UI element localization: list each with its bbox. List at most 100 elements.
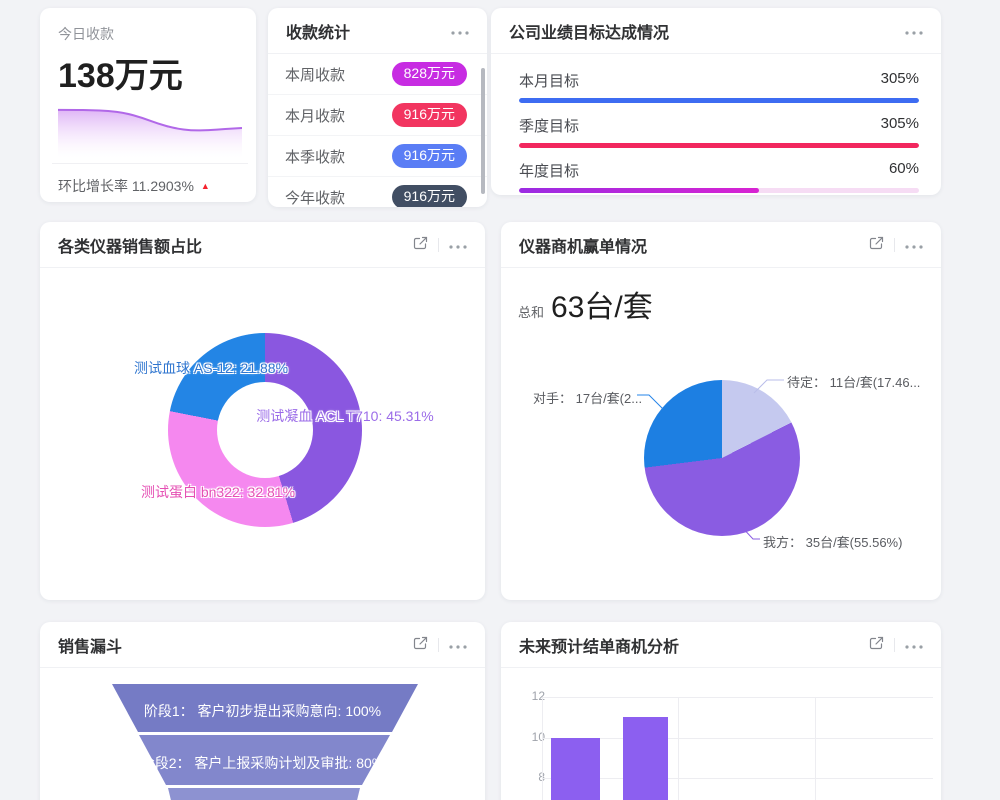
pie-total: 总和 63台/套 — [518, 282, 941, 326]
ellipsis-icon — [905, 637, 923, 652]
spark-line — [58, 110, 242, 131]
more-menu-button[interactable] — [449, 637, 467, 652]
more-menu-button[interactable] — [905, 637, 923, 652]
divider — [894, 637, 895, 652]
trend-up-triangle-icon: ▲ — [200, 181, 210, 191]
gridline — [815, 697, 816, 800]
pie-total-label: 总和 — [518, 305, 545, 320]
more-menu-button[interactable] — [451, 23, 469, 38]
card-title: 仪器商机赢单情况 — [519, 238, 648, 256]
target-label: 年度目标 — [519, 163, 580, 180]
target-row: 季度目标 305% — [519, 115, 919, 148]
target-label: 季度目标 — [519, 118, 580, 135]
today-revenue-card: 今日收款 138万元 环比增长率 11.2903% ▲ — [40, 8, 256, 202]
progress-fill — [519, 188, 759, 193]
pie-slice-label: 我方： 35台/套(55.56%) — [763, 535, 903, 550]
progress-track — [519, 98, 919, 103]
card-header: 公司业绩目标达成情况 — [491, 8, 941, 54]
card-title: 各类仪器销售额占比 — [58, 238, 203, 256]
y-axis-tick: 8 — [517, 770, 545, 784]
export-button[interactable] — [413, 236, 428, 254]
pie-slice-label: 对手： 17台/套(2... — [533, 391, 643, 406]
target-value: 305% — [880, 115, 919, 132]
revenue-sparkline[interactable] — [58, 102, 242, 158]
card-header: 收款统计 — [268, 8, 487, 54]
sales-funnel-card: 销售漏斗 — [40, 622, 485, 800]
progress-track — [519, 143, 919, 148]
more-menu-button[interactable] — [449, 237, 467, 252]
gridline — [542, 778, 933, 779]
target-label: 本月目标 — [519, 73, 580, 90]
stat-label: 本周收款 — [285, 66, 346, 84]
card-header: 销售漏斗 — [40, 622, 485, 668]
export-icon — [869, 236, 884, 254]
payment-stats-card: 收款统计 本周收款 828万元 本月收款 916万元 本季收款 916万元 — [268, 8, 487, 207]
progress-fill — [519, 98, 919, 103]
donut-slice-label: 测试血球 AS-12: 21.88% — [133, 360, 289, 376]
export-icon — [413, 236, 428, 254]
bar[interactable] — [623, 717, 668, 800]
spark-area — [58, 109, 242, 158]
bar[interactable] — [551, 737, 600, 800]
progress-fill — [519, 143, 919, 148]
export-button[interactable] — [413, 636, 428, 654]
future-deals-bar-card: 未来预计结单商机分析 1 — [501, 622, 941, 800]
gridline — [542, 697, 543, 800]
stat-badge: 916万元 — [391, 103, 467, 127]
growth-rate-value: 11.2903% — [131, 178, 194, 194]
stat-label: 今年收款 — [285, 189, 346, 207]
opportunity-pie-card: 仪器商机赢单情况 总和 — [501, 222, 941, 600]
pie-total-value: 63台/套 — [551, 291, 653, 324]
divider — [438, 637, 439, 652]
pie-slice-label: 待定： 11台/套(17.46... — [787, 375, 921, 390]
funnel-stage — [168, 788, 360, 800]
scrollbar-thumb[interactable] — [481, 68, 485, 194]
today-revenue-value: 138万元 — [58, 57, 183, 95]
gridline — [542, 697, 933, 698]
card-header: 未来预计结单商机分析 — [501, 622, 941, 668]
progress-track — [519, 188, 919, 193]
target-value: 60% — [888, 160, 919, 177]
card-header: 各类仪器销售额占比 — [40, 222, 485, 268]
sales-share-donut-card: 各类仪器销售额占比 测试凝血 — [40, 222, 485, 600]
donut-slice-label: 测试蛋白 bn322: 32.81% — [140, 484, 296, 500]
more-menu-button[interactable] — [905, 23, 923, 38]
funnel-stage — [139, 735, 390, 785]
export-button[interactable] — [869, 236, 884, 254]
ellipsis-icon — [905, 237, 923, 252]
target-rows: 本月目标 305% 季度目标 305% 年度目标 60% — [491, 54, 941, 193]
stat-row: 本季收款 916万元 — [268, 135, 487, 176]
target-value: 305% — [880, 70, 919, 87]
donut-slice-label: 测试凝血 ACL T710: 45.31% — [256, 408, 434, 424]
ellipsis-icon — [905, 23, 923, 38]
card-header: 仪器商机赢单情况 — [501, 222, 941, 268]
divider — [438, 237, 439, 252]
funnel-stage — [112, 684, 418, 732]
gridline — [542, 738, 933, 739]
stats-rows: 本周收款 828万元 本月收款 916万元 本季收款 916万元 今年收款 91… — [268, 54, 487, 207]
ellipsis-icon — [449, 237, 467, 252]
funnel-stage-label: 阶段2： 客户上报采购计划及审批: 80% — [140, 755, 385, 771]
card-title: 未来预计结单商机分析 — [519, 638, 680, 656]
funnel-chart[interactable] — [40, 622, 485, 800]
donut-chart[interactable] — [168, 333, 362, 527]
divider — [894, 237, 895, 252]
y-axis-tick: 10 — [531, 730, 545, 744]
target-row: 本月目标 305% — [519, 70, 919, 103]
growth-rate-row: 环比增长率 11.2903% ▲ — [58, 176, 210, 196]
export-icon — [413, 636, 428, 654]
stat-row: 本月收款 916万元 — [268, 94, 487, 135]
stat-badge: 916万元 — [391, 185, 467, 207]
stat-badge: 828万元 — [391, 62, 467, 86]
gridline — [678, 697, 679, 800]
export-button[interactable] — [869, 636, 884, 654]
growth-rate-label: 环比增长率 — [58, 178, 128, 194]
card-title: 收款统计 — [286, 24, 351, 42]
stat-label: 本月收款 — [285, 107, 346, 125]
ellipsis-icon — [449, 637, 467, 652]
pie-chart[interactable] — [644, 380, 800, 536]
more-menu-button[interactable] — [905, 237, 923, 252]
stat-row: 本周收款 828万元 — [268, 54, 487, 94]
performance-targets-card: 公司业绩目标达成情况 本月目标 305% 季度目标 — [491, 8, 941, 195]
